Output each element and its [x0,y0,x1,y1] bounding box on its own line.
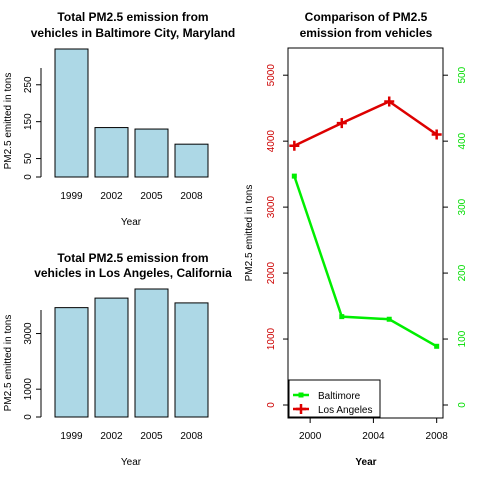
point-los-angeles-1999 [289,140,300,151]
chart3-title-line1: Comparison of PM2.5 [305,10,428,24]
point-baltimore-1999 [291,173,297,179]
right-y-tick-label-500: 500 [457,66,468,83]
legend-los-angeles-marker [296,404,306,414]
right-y-tick-label-300: 300 [457,198,468,215]
bar-2002 [94,297,129,418]
chart3-title-line2: emission from vehicles [300,26,433,40]
point-baltimore-2005 [386,316,392,322]
series-line-los-angeles [293,100,438,147]
x-tick-label-2008: 2008 [426,431,449,442]
point-los-angeles-2008 [431,129,442,140]
x-tick-label-2002: 2002 [100,191,123,202]
y-tick-label-0: 0 [23,414,34,420]
left-y-tick-label-5000: 5000 [266,64,277,87]
y-tick-label-250: 250 [23,76,34,93]
left-y-tick-label-1000: 1000 [266,327,277,350]
point-los-angeles-2002 [336,118,347,129]
x-tick-label-2002: 2002 [100,431,123,442]
y-tick-label-150: 150 [23,113,34,130]
right-y-tick-label-0: 0 [457,402,468,408]
left-y-tick-label-2000: 2000 [266,262,277,285]
bar-2008 [174,143,209,178]
chart2-y-axis-label: PM2.5 emitted in tons [3,315,14,412]
chart3-y-axis-label: PM2.5 emitted in tons [244,185,255,282]
chart2-title-line1: Total PM2.5 emission from [57,251,208,265]
left-y-tick-label-3000: 3000 [266,196,277,219]
bar-1999 [54,307,89,418]
chart3-plot-frame [287,47,444,419]
x-tick-label-2004: 2004 [362,431,385,442]
bar-2005 [134,128,169,178]
comparison-line-chart: Comparison of PM2.5 emission from vehicl… [244,10,468,468]
chart3-x-axis-label: Year [355,457,376,468]
point-baltimore-2008 [434,343,440,349]
point-los-angeles-2005 [384,96,395,107]
legend-los-angeles-label: Los Angeles [318,405,373,416]
left-y-tick-label-0: 0 [266,402,277,408]
chart2-title-line2: vehicles in Los Angeles, California [34,266,232,280]
legend-baltimore-marker [298,392,304,398]
x-tick-label-1999: 1999 [60,191,83,202]
left-y-tick-label-4000: 4000 [266,130,277,153]
x-tick-label-2008: 2008 [180,191,203,202]
right-y-tick-label-100: 100 [457,330,468,347]
chart2-x-axis-label: Year [121,457,142,468]
y-tick-label-0: 0 [23,174,34,180]
y-tick-label-3000: 3000 [23,322,34,345]
right-y-tick-label-400: 400 [457,132,468,149]
x-tick-label-2000: 2000 [299,431,322,442]
chart1-title-line1: Total PM2.5 emission from [57,10,208,24]
bar-2005 [134,288,169,418]
x-tick-label-2008: 2008 [180,431,203,442]
chart1-title-line2: vehicles in Baltimore City, Maryland [31,26,236,40]
bar-2008 [174,302,209,418]
chart1-x-axis-label: Year [121,217,142,228]
los-angeles-bar-chart: Total PM2.5 emission from vehicles in Lo… [3,251,232,468]
x-tick-label-2005: 2005 [140,431,163,442]
bar-2002 [94,127,129,178]
chart1-y-axis-label: PM2.5 emitted in tons [3,73,14,170]
chart3-legend: Baltimore Los Angeles [288,379,381,418]
y-tick-label-50: 50 [23,153,34,165]
legend-box [288,379,381,418]
bar-1999 [54,48,89,178]
y-tick-label-1000: 1000 [23,378,34,401]
series-line-baltimore [293,175,438,348]
x-tick-label-2005: 2005 [140,191,163,202]
legend-baltimore-label: Baltimore [318,391,361,402]
point-baltimore-2002 [339,314,345,320]
x-tick-label-1999: 1999 [60,431,83,442]
right-y-tick-label-200: 200 [457,264,468,281]
baltimore-bar-chart: Total PM2.5 emission from vehicles in Ba… [3,10,235,228]
